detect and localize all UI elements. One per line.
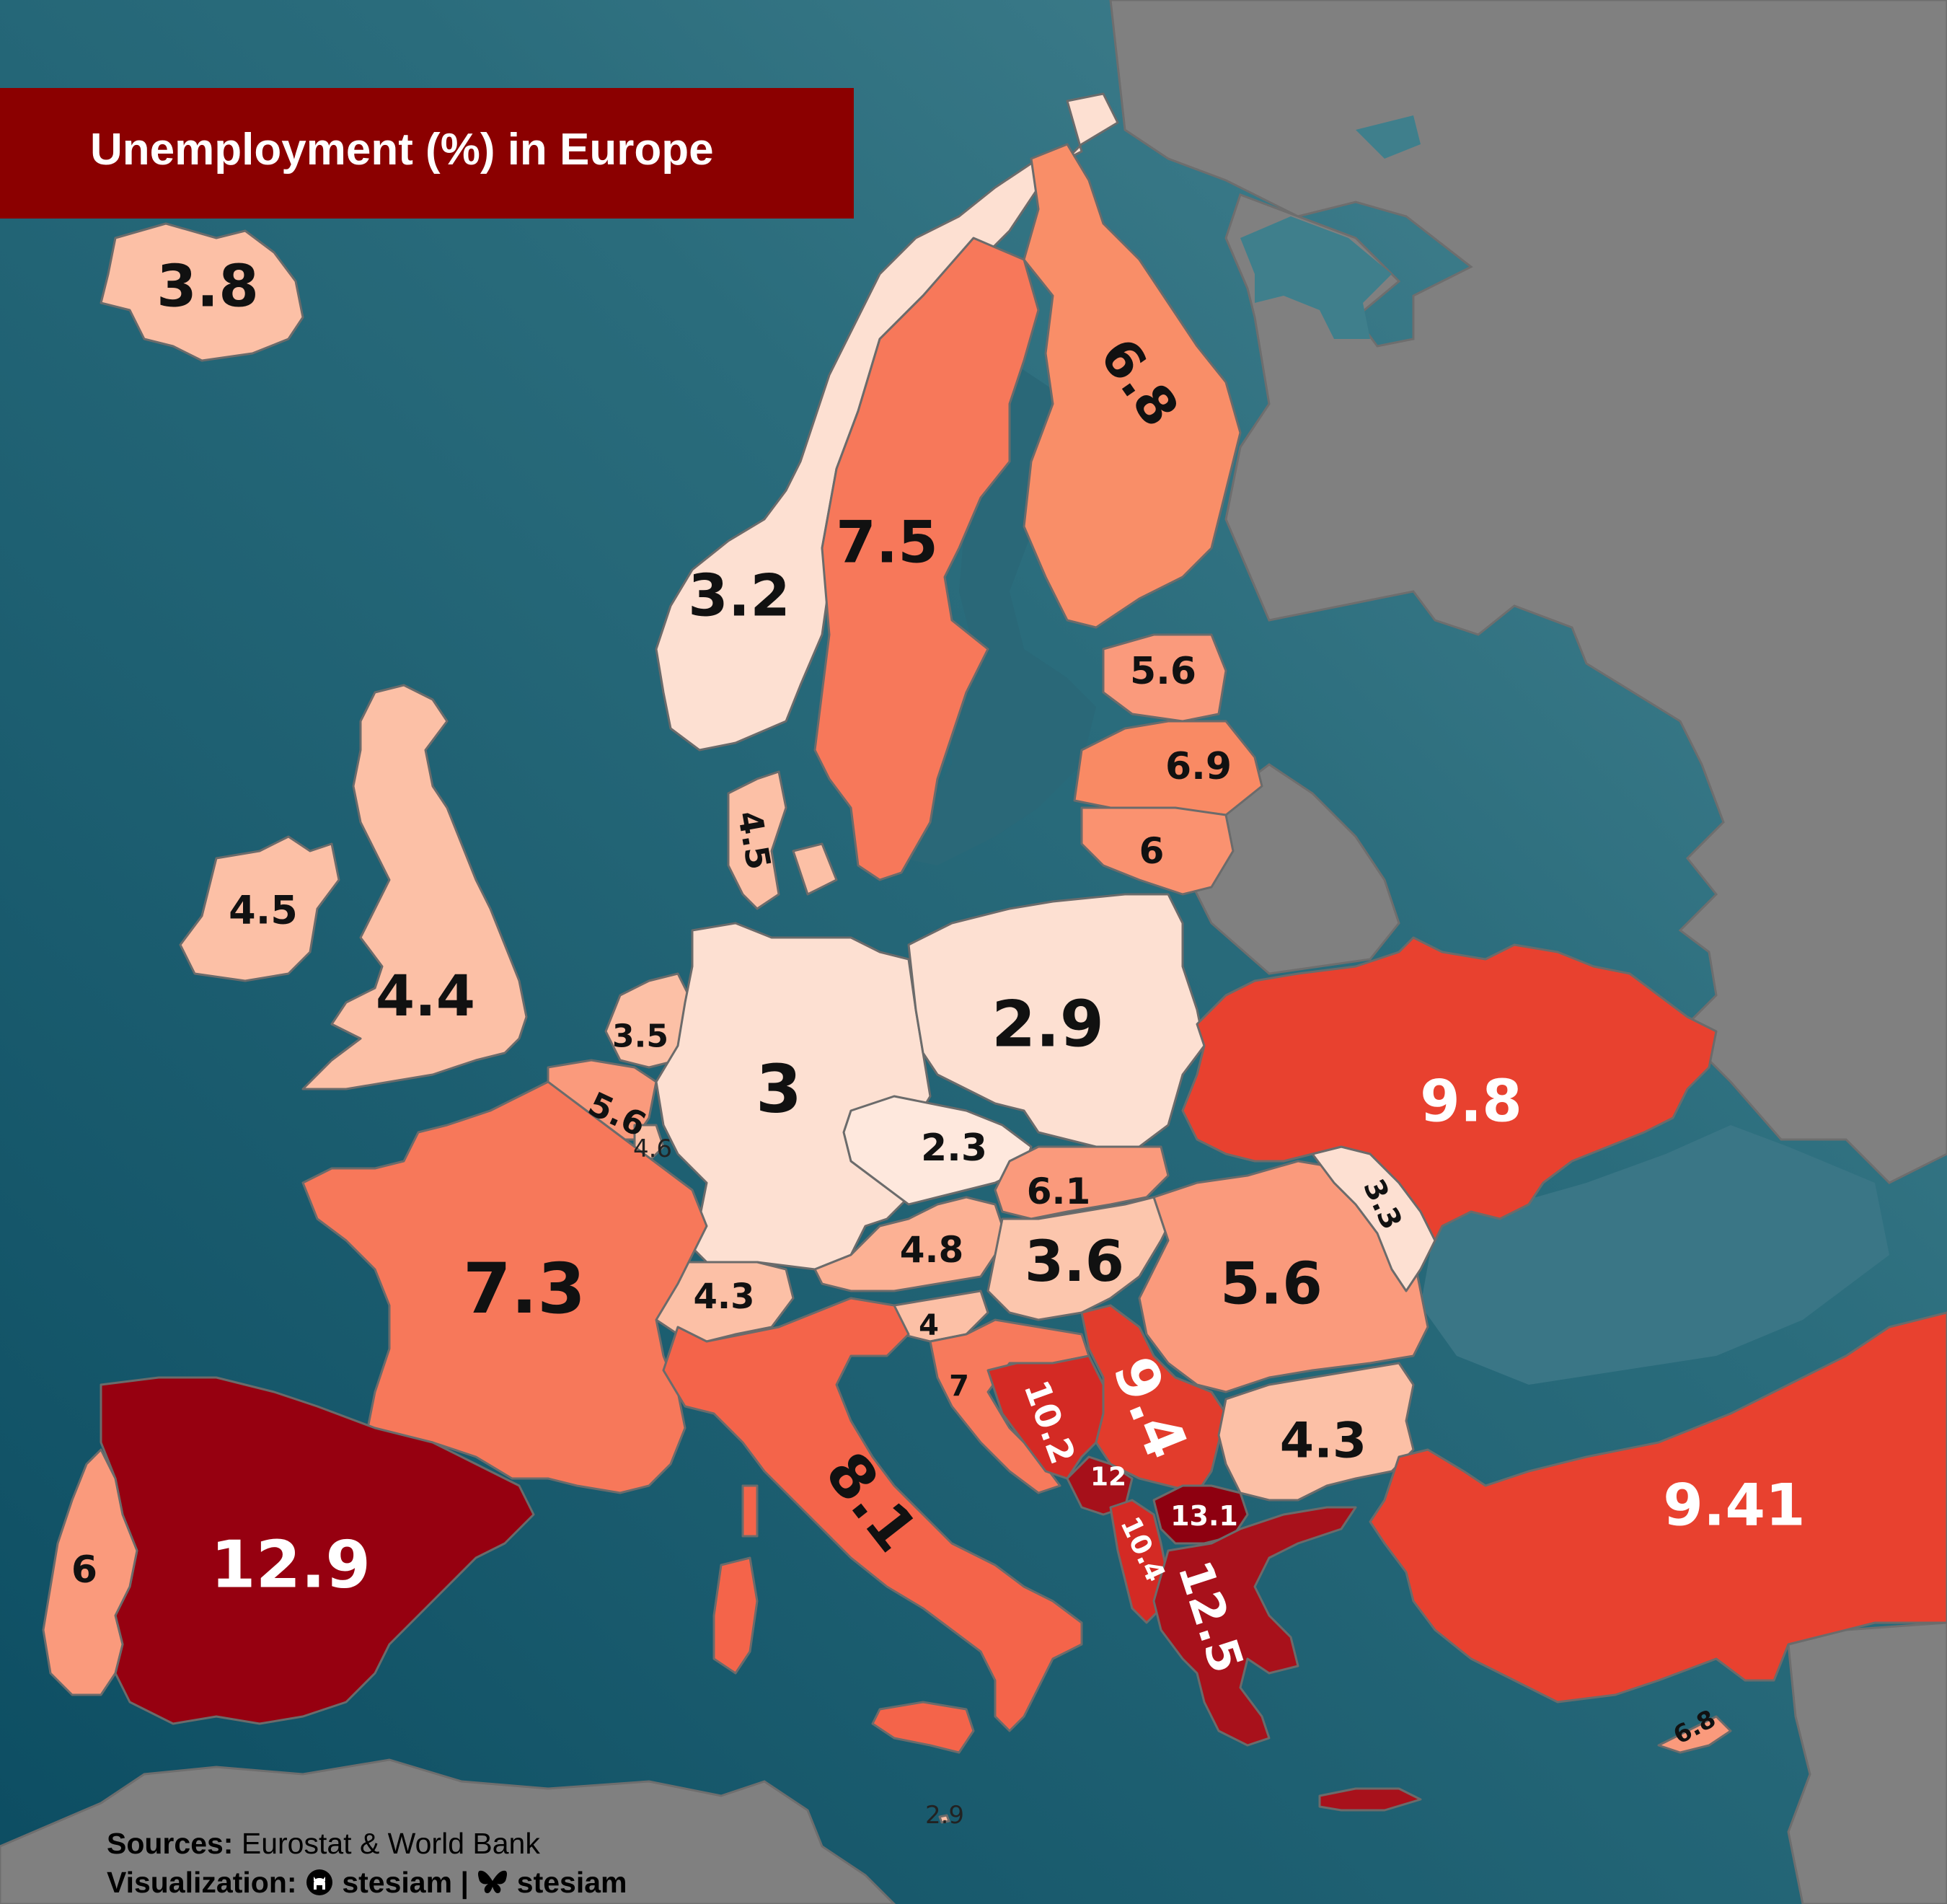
label-luxembourg: 4.6 — [633, 1134, 672, 1163]
label-germany: 3 — [756, 1051, 802, 1128]
bulgaria-shape[interactable] — [1217, 1362, 1415, 1502]
title-banner — [0, 88, 854, 219]
label-ukraine: 9.8 — [1420, 1068, 1522, 1135]
uk-shape[interactable] — [301, 684, 528, 1090]
label-turkey: 9.41 — [1663, 1472, 1805, 1539]
bluesky-butterfly-icon — [477, 1868, 508, 1904]
cyprus-shape[interactable] — [1657, 1715, 1732, 1754]
label-lithuania: 6 — [1139, 830, 1165, 872]
belarus — [1181, 763, 1400, 975]
montenegro-shape[interactable] — [1066, 1455, 1134, 1516]
visualization-label: Visualization: — [107, 1866, 297, 1899]
label-estonia: 5.6 — [1130, 650, 1196, 693]
label-uk: 4.4 — [376, 964, 475, 1029]
sources-label: Sources: — [107, 1827, 234, 1860]
label-romania: 5.6 — [1220, 1251, 1323, 1318]
france-shape[interactable] — [301, 1080, 708, 1494]
label-croatia: 7 — [949, 1370, 969, 1403]
poland-shape[interactable] — [907, 893, 1206, 1148]
sources-line: Sources: Eurostat & World Bank — [107, 1827, 540, 1861]
visualization-line: Visualization: stesiam | stesiam — [107, 1866, 627, 1904]
czechia-shape[interactable] — [842, 1095, 1033, 1206]
serbia-shape[interactable] — [1080, 1304, 1227, 1494]
baltic-sea — [901, 361, 1096, 865]
github-handle[interactable]: stesiam — [342, 1866, 453, 1899]
label-hungary: 3.6 — [1025, 1230, 1124, 1295]
label-netherlands: 3.5 — [612, 1018, 668, 1055]
label-slovenia: 4 — [919, 1309, 939, 1342]
latvia-shape[interactable] — [1073, 720, 1263, 816]
label-north-macedonia: 13.1 — [1170, 1500, 1238, 1532]
north-africa — [0, 1758, 896, 1904]
label-sweden: 7.5 — [836, 509, 938, 576]
middle-east — [1787, 1621, 1947, 1904]
label-montenegro: 12 — [1090, 1463, 1126, 1492]
greece-shape[interactable] — [1152, 1506, 1422, 1812]
label-austria: 4.8 — [900, 1229, 964, 1271]
malta-shape[interactable] — [938, 1814, 950, 1824]
portugal-shape[interactable] — [42, 1448, 138, 1696]
ireland-shape[interactable] — [179, 835, 340, 982]
estonia-shape[interactable] — [1102, 633, 1227, 723]
slovakia-shape[interactable] — [994, 1145, 1170, 1220]
bluesky-handle[interactable]: stesiam — [516, 1866, 627, 1899]
black-sea — [1421, 1125, 1889, 1385]
map-title: Unemployment (%) in Europe — [90, 125, 714, 175]
label-czechia: 2.3 — [921, 1127, 987, 1170]
label-spain: 12.9 — [211, 1528, 371, 1603]
ukraine-shape[interactable] — [1181, 936, 1718, 1242]
label-poland: 2.9 — [992, 987, 1104, 1062]
label-latvia: 6.9 — [1165, 745, 1232, 788]
white-sea — [1240, 216, 1392, 339]
hungary-shape[interactable] — [986, 1196, 1177, 1321]
sweden-shape[interactable] — [813, 237, 1040, 881]
italy-shape[interactable] — [662, 1297, 1083, 1754]
denmark-shape[interactable] — [727, 770, 838, 910]
footer-separator: | — [460, 1866, 469, 1899]
white-sea-north — [1356, 115, 1421, 159]
lithuania-shape[interactable] — [1080, 806, 1235, 896]
turkey-shape[interactable] — [1369, 1311, 1947, 1704]
iceland-shape[interactable] — [100, 222, 304, 362]
finland-shape[interactable] — [1023, 143, 1242, 629]
label-norway: 3.2 — [688, 563, 790, 630]
label-malta: 2.9 — [925, 1801, 964, 1830]
north-macedonia-shape[interactable] — [1152, 1484, 1249, 1545]
label-iceland: 3.8 — [156, 253, 259, 320]
label-ireland: 4.5 — [229, 888, 298, 933]
label-portugal: 6 — [71, 1548, 97, 1592]
germany-shape[interactable] — [655, 922, 932, 1271]
label-bulgaria: 4.3 — [1280, 1413, 1367, 1470]
github-icon — [305, 1868, 334, 1904]
sources-value: Eurostat & World Bank — [241, 1827, 540, 1860]
label-france: 7.3 — [463, 1248, 586, 1329]
label-switzerland: 4.3 — [693, 1277, 754, 1317]
label-slovakia: 6.1 — [1027, 1171, 1091, 1212]
